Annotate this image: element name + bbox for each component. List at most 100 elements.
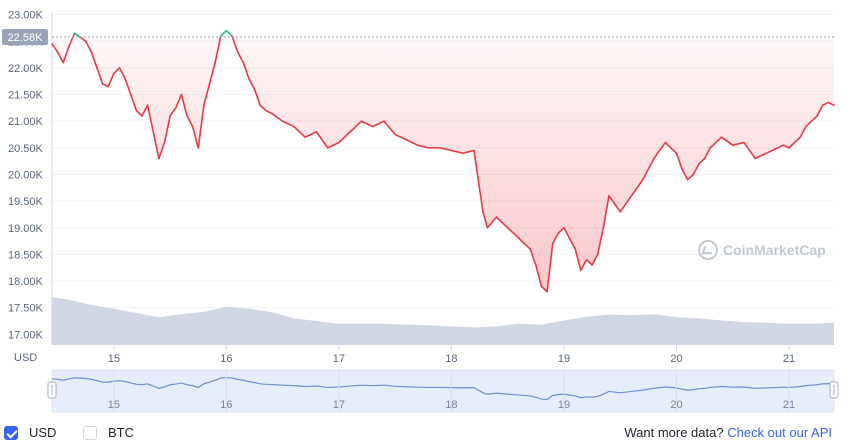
price-segment [360, 120, 374, 128]
price-segment [315, 131, 329, 149]
navigator-tick-label: 20 [670, 399, 682, 411]
price-segment [557, 226, 565, 234]
price-segment [186, 115, 194, 128]
price-segment [546, 242, 554, 293]
y-tick-label: 17.00K [8, 329, 44, 341]
x-axis-ticks: 15 16 17 18 19 20 21 [108, 345, 795, 365]
price-segment [580, 258, 588, 272]
price-segment [338, 131, 351, 144]
price-segment [219, 29, 228, 37]
current-price-reference: 22.58K [2, 29, 834, 46]
price-segment [62, 45, 70, 64]
price-segment [743, 141, 757, 160]
price-segment [686, 173, 695, 181]
price-segment [73, 32, 81, 38]
price-segment [394, 133, 408, 141]
price-segment [236, 51, 245, 64]
price-segment [203, 83, 211, 107]
more-data-text: Want more data? Check out our API [624, 425, 832, 440]
price-segment [197, 104, 205, 149]
price-segment [79, 36, 87, 43]
price-segment [169, 107, 177, 117]
x-tick-label: 16 [220, 353, 232, 365]
usd-checkbox[interactable] [4, 426, 18, 440]
price-segment [326, 141, 340, 149]
y-tick-label: 20.00K [8, 170, 44, 182]
price-segment [118, 67, 126, 80]
price-segment [163, 115, 171, 144]
price-segment [158, 141, 166, 160]
price-segment [124, 77, 132, 96]
usd-checkbox-label[interactable]: USD [29, 425, 57, 440]
price-segment [101, 83, 110, 88]
x-tick-label: 17 [333, 353, 345, 365]
x-tick-label: 15 [108, 353, 120, 365]
y-axis-ticks: 23.00K22.50K22.00K21.50K21.00K20.50K20.0… [8, 10, 44, 342]
volume-band [52, 297, 834, 345]
navigator-tick-label: 16 [220, 399, 232, 411]
y-tick-label: 19.50K [8, 196, 44, 208]
price-segment [630, 179, 644, 197]
price-segment [84, 40, 93, 53]
price-segment [692, 163, 700, 176]
price-segment [264, 109, 273, 115]
price-segment [107, 72, 115, 88]
current-price-label: 22.58K [8, 32, 44, 44]
x-tick-label: 18 [445, 353, 457, 365]
price-segment [518, 237, 532, 250]
price-segment [113, 67, 121, 75]
price-segment [596, 226, 605, 256]
price-segment [653, 141, 667, 160]
price-segment [141, 104, 149, 117]
y-tick-label: 18.50K [8, 249, 44, 261]
price-segment [754, 152, 768, 160]
price-segment [96, 67, 104, 85]
y-tick-label: 20.50K [8, 143, 44, 155]
navigator-line [51, 376, 835, 401]
more-data-prompt: Want more data? [624, 425, 724, 440]
price-segment [461, 149, 475, 154]
price-segment [698, 157, 706, 165]
price-segment [821, 101, 830, 107]
price-segment [135, 109, 143, 117]
price-segment [231, 35, 239, 53]
price-segment [129, 93, 138, 112]
range-navigator[interactable]: 15 16 17 18 19 20 21 [47, 369, 839, 413]
btc-checkbox[interactable] [83, 426, 97, 440]
navigator-tick-label: 17 [333, 399, 345, 411]
x-tick-label: 19 [558, 353, 570, 365]
price-segment [214, 35, 222, 64]
price-segment [242, 61, 250, 80]
price-segment [827, 101, 835, 107]
price-segment [281, 120, 295, 128]
price-segment [765, 147, 779, 154]
watermark: CoinMarketCap [698, 240, 826, 260]
navigator-selection[interactable] [52, 370, 834, 412]
price-segment [799, 125, 807, 139]
price-segment [641, 157, 655, 181]
price-segment [703, 147, 712, 160]
price-segment [416, 144, 430, 149]
price-segment [608, 195, 622, 213]
price-segment [805, 120, 813, 128]
price-segment [253, 88, 261, 107]
price-fill-area [52, 30, 834, 292]
y-tick-label: 22.00K [8, 63, 44, 75]
price-fill [52, 30, 834, 292]
api-link[interactable]: Check out our API [727, 425, 832, 440]
price-segment [450, 149, 464, 154]
price-segment [56, 51, 65, 64]
price-segment [776, 144, 785, 149]
price-segment [473, 149, 484, 213]
price-segment [681, 168, 689, 181]
x-tick-label: 20 [670, 353, 682, 365]
price-segment [304, 131, 318, 139]
navigator-tick-label: 15 [108, 399, 120, 411]
price-segment [602, 195, 610, 229]
y-tick-label: 17.50K [8, 303, 44, 315]
price-segment [270, 112, 284, 123]
price-segment [782, 144, 790, 149]
btc-checkbox-label[interactable]: BTC [108, 425, 134, 440]
price-segment [68, 32, 76, 48]
